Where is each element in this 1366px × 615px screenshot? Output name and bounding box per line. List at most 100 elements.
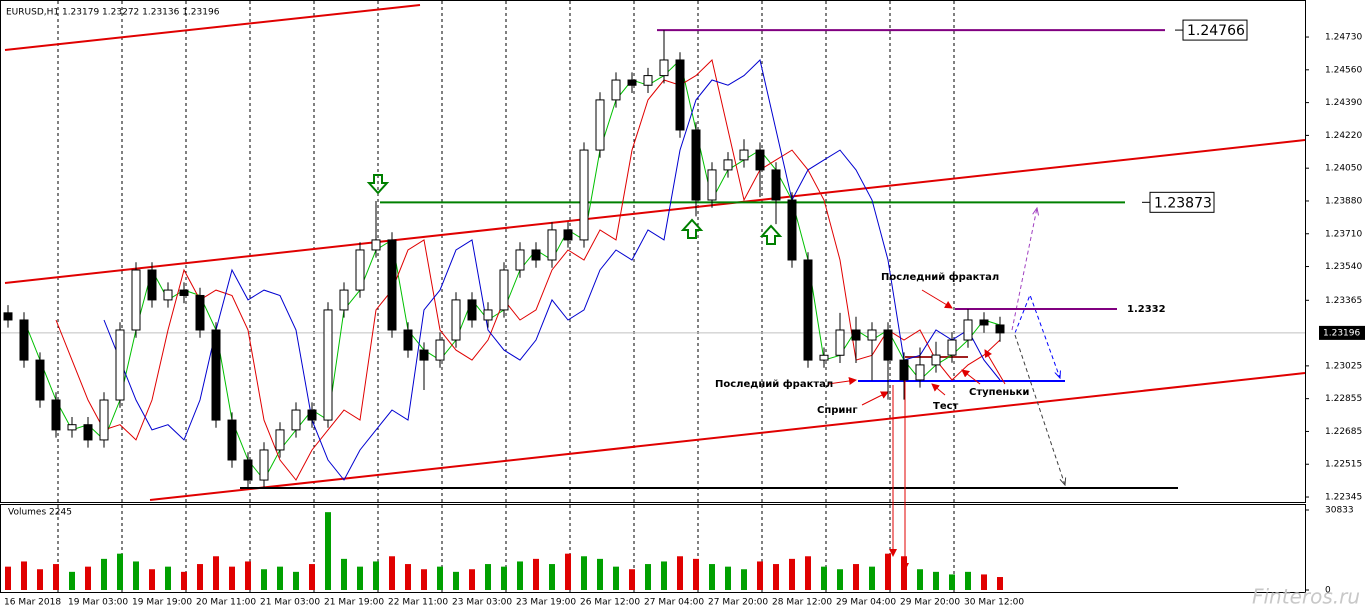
volume-bar [485, 564, 491, 590]
volume-bar [805, 556, 811, 590]
annotation: Спринг [817, 405, 858, 416]
y-tick-label: 1.22515 [1325, 460, 1362, 470]
x-tick-label: 16 Mar 2018 [4, 598, 61, 608]
volume-bar [901, 556, 907, 590]
volume-bar [677, 556, 683, 590]
x-tick-label: 27 Mar 20:00 [708, 598, 768, 608]
annotation: Тест [933, 401, 959, 412]
volume-bar [117, 553, 123, 590]
volume-bar [885, 553, 891, 590]
chart-title: EURUSD,H1 1.23179 1.23272 1.23136 1.2319… [6, 8, 220, 18]
volume-bar [789, 558, 795, 590]
volume-bar [181, 571, 187, 590]
volume-bar [149, 569, 155, 590]
candle-body [643, 75, 653, 86]
volume-bar [549, 564, 555, 590]
volume-bar [277, 566, 283, 590]
x-tick-label: 23 Mar 03:00 [452, 598, 512, 608]
candle-body [851, 329, 861, 341]
arrow [921, 289, 953, 309]
volume-bar [101, 558, 107, 590]
volume-bar [85, 566, 91, 590]
volume-bar [661, 561, 667, 590]
volume-bar [725, 566, 731, 590]
volume-bar [949, 574, 955, 590]
candle-body [563, 229, 573, 241]
volume-bar [533, 558, 539, 590]
level-box [1182, 19, 1248, 41]
volume-bar [229, 566, 235, 590]
fractal-arrow [759, 224, 783, 245]
candle-body [499, 269, 509, 311]
forecast-arrow [1014, 293, 1060, 378]
volume-bar [853, 564, 859, 590]
volume-bar [837, 569, 843, 590]
candle-body [867, 329, 877, 341]
candle-body [339, 289, 349, 311]
y-tick-label: 1.23540 [1325, 262, 1362, 272]
volume-bar [501, 566, 507, 590]
y-tick-label: 1.22685 [1325, 427, 1362, 437]
candle-body [323, 309, 333, 421]
candle-body [131, 269, 141, 331]
volume-bar [597, 558, 603, 590]
candle-body [483, 309, 493, 321]
current-price-box [1319, 325, 1365, 340]
volume-bar [261, 569, 267, 590]
y-tick-label: 1.23365 [1325, 296, 1362, 306]
candle-body [51, 399, 61, 431]
x-tick-label: 21 Mar 03:00 [260, 598, 320, 608]
volume-bar [245, 561, 251, 590]
candle-body [195, 294, 205, 331]
x-tick-label: 20 Mar 11:00 [196, 598, 256, 608]
volume-bar [53, 564, 59, 590]
candle-body [467, 299, 477, 321]
volume-bar [69, 571, 75, 590]
volume-bar [469, 569, 475, 590]
volume-bar [917, 569, 923, 590]
volume-bar [933, 571, 939, 590]
arrow [961, 369, 981, 385]
annotation: Последний фрактал [881, 271, 999, 283]
annotation: Последний фрактал [715, 378, 833, 390]
volume-bar [293, 571, 299, 590]
x-tick-label: 21 Mar 19:00 [324, 598, 384, 608]
candle-body [835, 329, 845, 356]
arrow [931, 383, 946, 396]
candle-body [387, 239, 397, 331]
candle-body [163, 289, 173, 301]
candle-body [19, 319, 29, 361]
volume-bar [997, 577, 1003, 590]
y-tick-label: 1.24050 [1325, 164, 1362, 174]
candle-body [83, 424, 93, 441]
current-price-label: 1.23196 [1323, 328, 1360, 338]
level-label: 1.24766 [1187, 23, 1245, 39]
volume-bar [821, 566, 827, 590]
y-tick-label: 1.23880 [1325, 196, 1362, 206]
x-tick-label: 29 Mar 04:00 [836, 598, 896, 608]
volume-bar [981, 574, 987, 590]
volume-bar [965, 571, 971, 590]
level-label: 1.23873 [1154, 195, 1212, 211]
volume-bar [581, 556, 587, 590]
candle-body [739, 149, 749, 161]
candle-body [579, 149, 589, 241]
x-tick-label: 19 Mar 19:00 [132, 598, 192, 608]
x-tick-label: 23 Mar 19:00 [516, 598, 576, 608]
candle-body [691, 129, 701, 201]
candle-body [947, 339, 957, 356]
candle-body [659, 59, 669, 77]
candle-body [451, 299, 461, 341]
y-tick-label: 1.24390 [1325, 98, 1362, 108]
candle-body [515, 249, 525, 271]
x-tick-label: 30 Mar 12:00 [964, 598, 1024, 608]
candle-body [627, 79, 637, 86]
candle-body [899, 359, 909, 381]
drawings [4, 4, 1306, 571]
candle-body [707, 169, 717, 201]
volume-bar [5, 566, 11, 590]
x-tick-label: 26 Mar 12:00 [580, 598, 640, 608]
volume-bar [405, 564, 411, 590]
volume-bar [21, 561, 27, 590]
